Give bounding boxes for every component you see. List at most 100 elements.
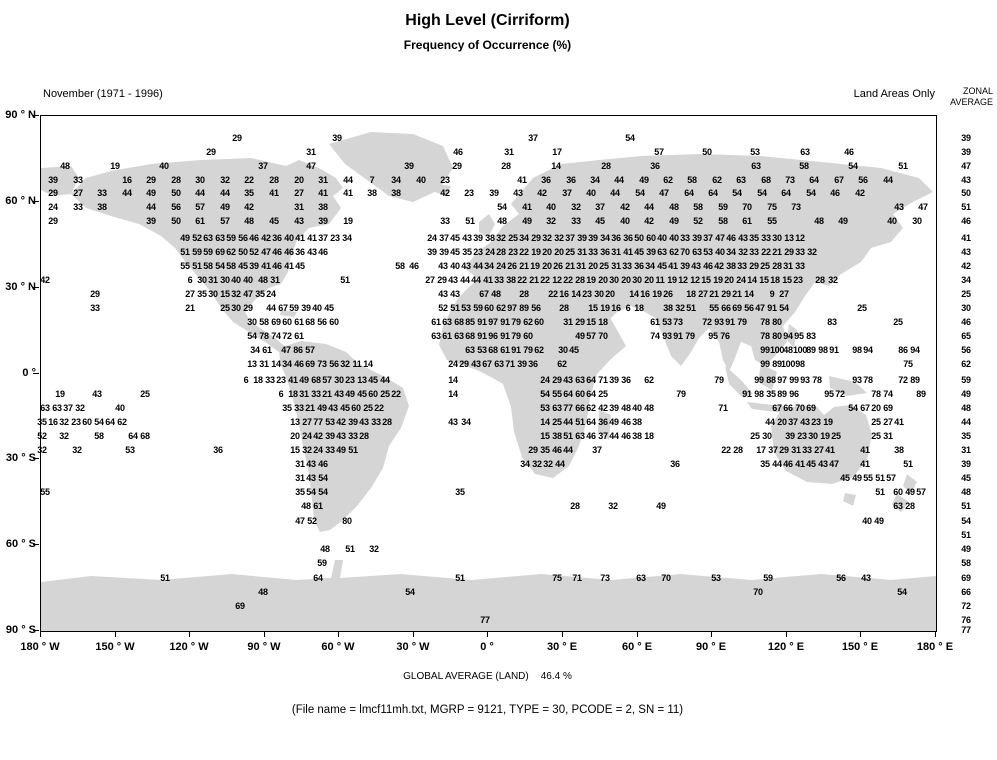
grid-value: 39 — [785, 431, 795, 441]
grid-value: 70 — [753, 587, 763, 597]
grid-value: 21 — [709, 289, 719, 299]
grid-value: 34 — [250, 345, 260, 355]
global-average: GLOBAL AVERAGE (LAND) 46.4 % — [40, 671, 935, 682]
grid-value: 16 — [640, 289, 650, 299]
grid-value: 94 — [910, 345, 920, 355]
grid-value: 72 — [898, 375, 908, 385]
grid-value: 30 — [762, 431, 772, 441]
grid-value: 24 — [496, 261, 506, 271]
grid-value: 42 — [244, 202, 254, 212]
grid-value: 91 — [500, 331, 510, 341]
lon-axis-label: 90 ° E — [695, 641, 727, 653]
grid-value: 48 — [783, 345, 793, 355]
grid-value: 47 — [295, 516, 305, 526]
grid-value: 29 — [48, 188, 58, 198]
grid-value: 74 — [271, 331, 281, 341]
grid-value: 96 — [488, 331, 498, 341]
grid-value: 40 — [416, 175, 426, 185]
grid-value: 63 — [442, 317, 452, 327]
grid-value: 38 — [663, 303, 673, 313]
grid-value: 45 — [238, 261, 248, 271]
grid-value: 69 — [883, 403, 893, 413]
grid-value: 31 — [318, 175, 328, 185]
grid-value: 44 — [563, 445, 573, 455]
grid-value: 44 — [195, 188, 205, 198]
grid-value: 83 — [806, 331, 816, 341]
grid-value: 43 — [471, 359, 481, 369]
grid-value: 28 — [501, 161, 511, 171]
grid-value: 54 — [306, 487, 316, 497]
grid-value: 54 — [779, 303, 789, 313]
grid-value: 27 — [425, 275, 435, 285]
grid-value: 33 — [622, 261, 632, 271]
grid-value: 55 — [40, 487, 50, 497]
grid-value: 40 — [586, 188, 596, 198]
grid-value: 62 — [669, 247, 679, 257]
zonal-average-value: 51 — [961, 501, 971, 511]
grid-value: 24 — [302, 431, 312, 441]
grid-value: 53 — [540, 403, 550, 413]
grid-value: 44 — [473, 261, 483, 271]
grid-value: 60 — [329, 317, 339, 327]
grid-value: 54 — [318, 473, 328, 483]
grid-value: 44 — [644, 202, 654, 212]
grid-value: 40 — [632, 403, 642, 413]
grid-value: 60 — [893, 487, 903, 497]
grid-value: 33 — [571, 216, 581, 226]
grid-value: 43 — [861, 573, 871, 583]
grid-value: 25 — [552, 417, 562, 427]
grid-value: 64 — [563, 389, 573, 399]
zonal-average-value: 69 — [961, 573, 971, 583]
grid-value: 41 — [295, 233, 305, 243]
grid-value: 44 — [122, 188, 132, 198]
grid-value: 33 — [761, 233, 771, 243]
grid-value: 68 — [761, 175, 771, 185]
grid-value: 18 — [598, 317, 608, 327]
grid-value: 28 — [382, 417, 392, 427]
grid-value: 40 — [231, 275, 241, 285]
landmass-caribbean — [280, 310, 297, 317]
grid-value: 30 — [197, 275, 207, 285]
grid-value: 27 — [814, 445, 824, 455]
grid-value: 42 — [644, 216, 654, 226]
grid-value: 28 — [359, 431, 369, 441]
grid-value: 61 — [742, 216, 752, 226]
grid-value: 88 — [766, 375, 776, 385]
grid-value: 44 — [220, 188, 230, 198]
grid-value: 49 — [874, 516, 884, 526]
grid-value: 31 — [295, 459, 305, 469]
grid-value: 40 — [715, 247, 725, 257]
grid-value: 68 — [488, 345, 498, 355]
grid-value: 49 — [180, 233, 190, 243]
grid-value: 42 — [336, 417, 346, 427]
grid-value: 43 — [306, 459, 316, 469]
grid-value: 62 — [644, 375, 654, 385]
grid-value: 30 — [609, 275, 619, 285]
grid-value: 53 — [662, 317, 672, 327]
grid-value: 44 — [772, 459, 782, 469]
grid-value: 46 — [284, 247, 294, 257]
grid-value: 44 — [146, 202, 156, 212]
grid-value: 53 — [703, 247, 713, 257]
landmass-borneo — [758, 364, 777, 390]
zonal-average-value: 25 — [961, 289, 971, 299]
grid-value: 23 — [797, 431, 807, 441]
grid-value: 43 — [513, 188, 523, 198]
grid-value: 70 — [680, 247, 690, 257]
grid-value: 48 — [320, 544, 330, 554]
grid-value: 35 — [749, 233, 759, 243]
grid-value: 43 — [359, 417, 369, 427]
grid-value: 34 — [461, 417, 471, 427]
grid-value: 68 — [305, 317, 315, 327]
grid-value: 14 — [571, 289, 581, 299]
zonal-average-value: 49 — [961, 544, 971, 554]
grid-value: 75 — [903, 359, 913, 369]
grid-value: 64 — [809, 175, 819, 185]
grid-value: 80 — [772, 317, 782, 327]
lon-tick-mark — [263, 631, 265, 637]
grid-value: 51 — [160, 573, 170, 583]
lat-tick-mark — [33, 372, 39, 374]
grid-value: 34 — [520, 459, 530, 469]
grid-value: 55 — [552, 389, 562, 399]
grid-value: 91 — [829, 345, 839, 355]
